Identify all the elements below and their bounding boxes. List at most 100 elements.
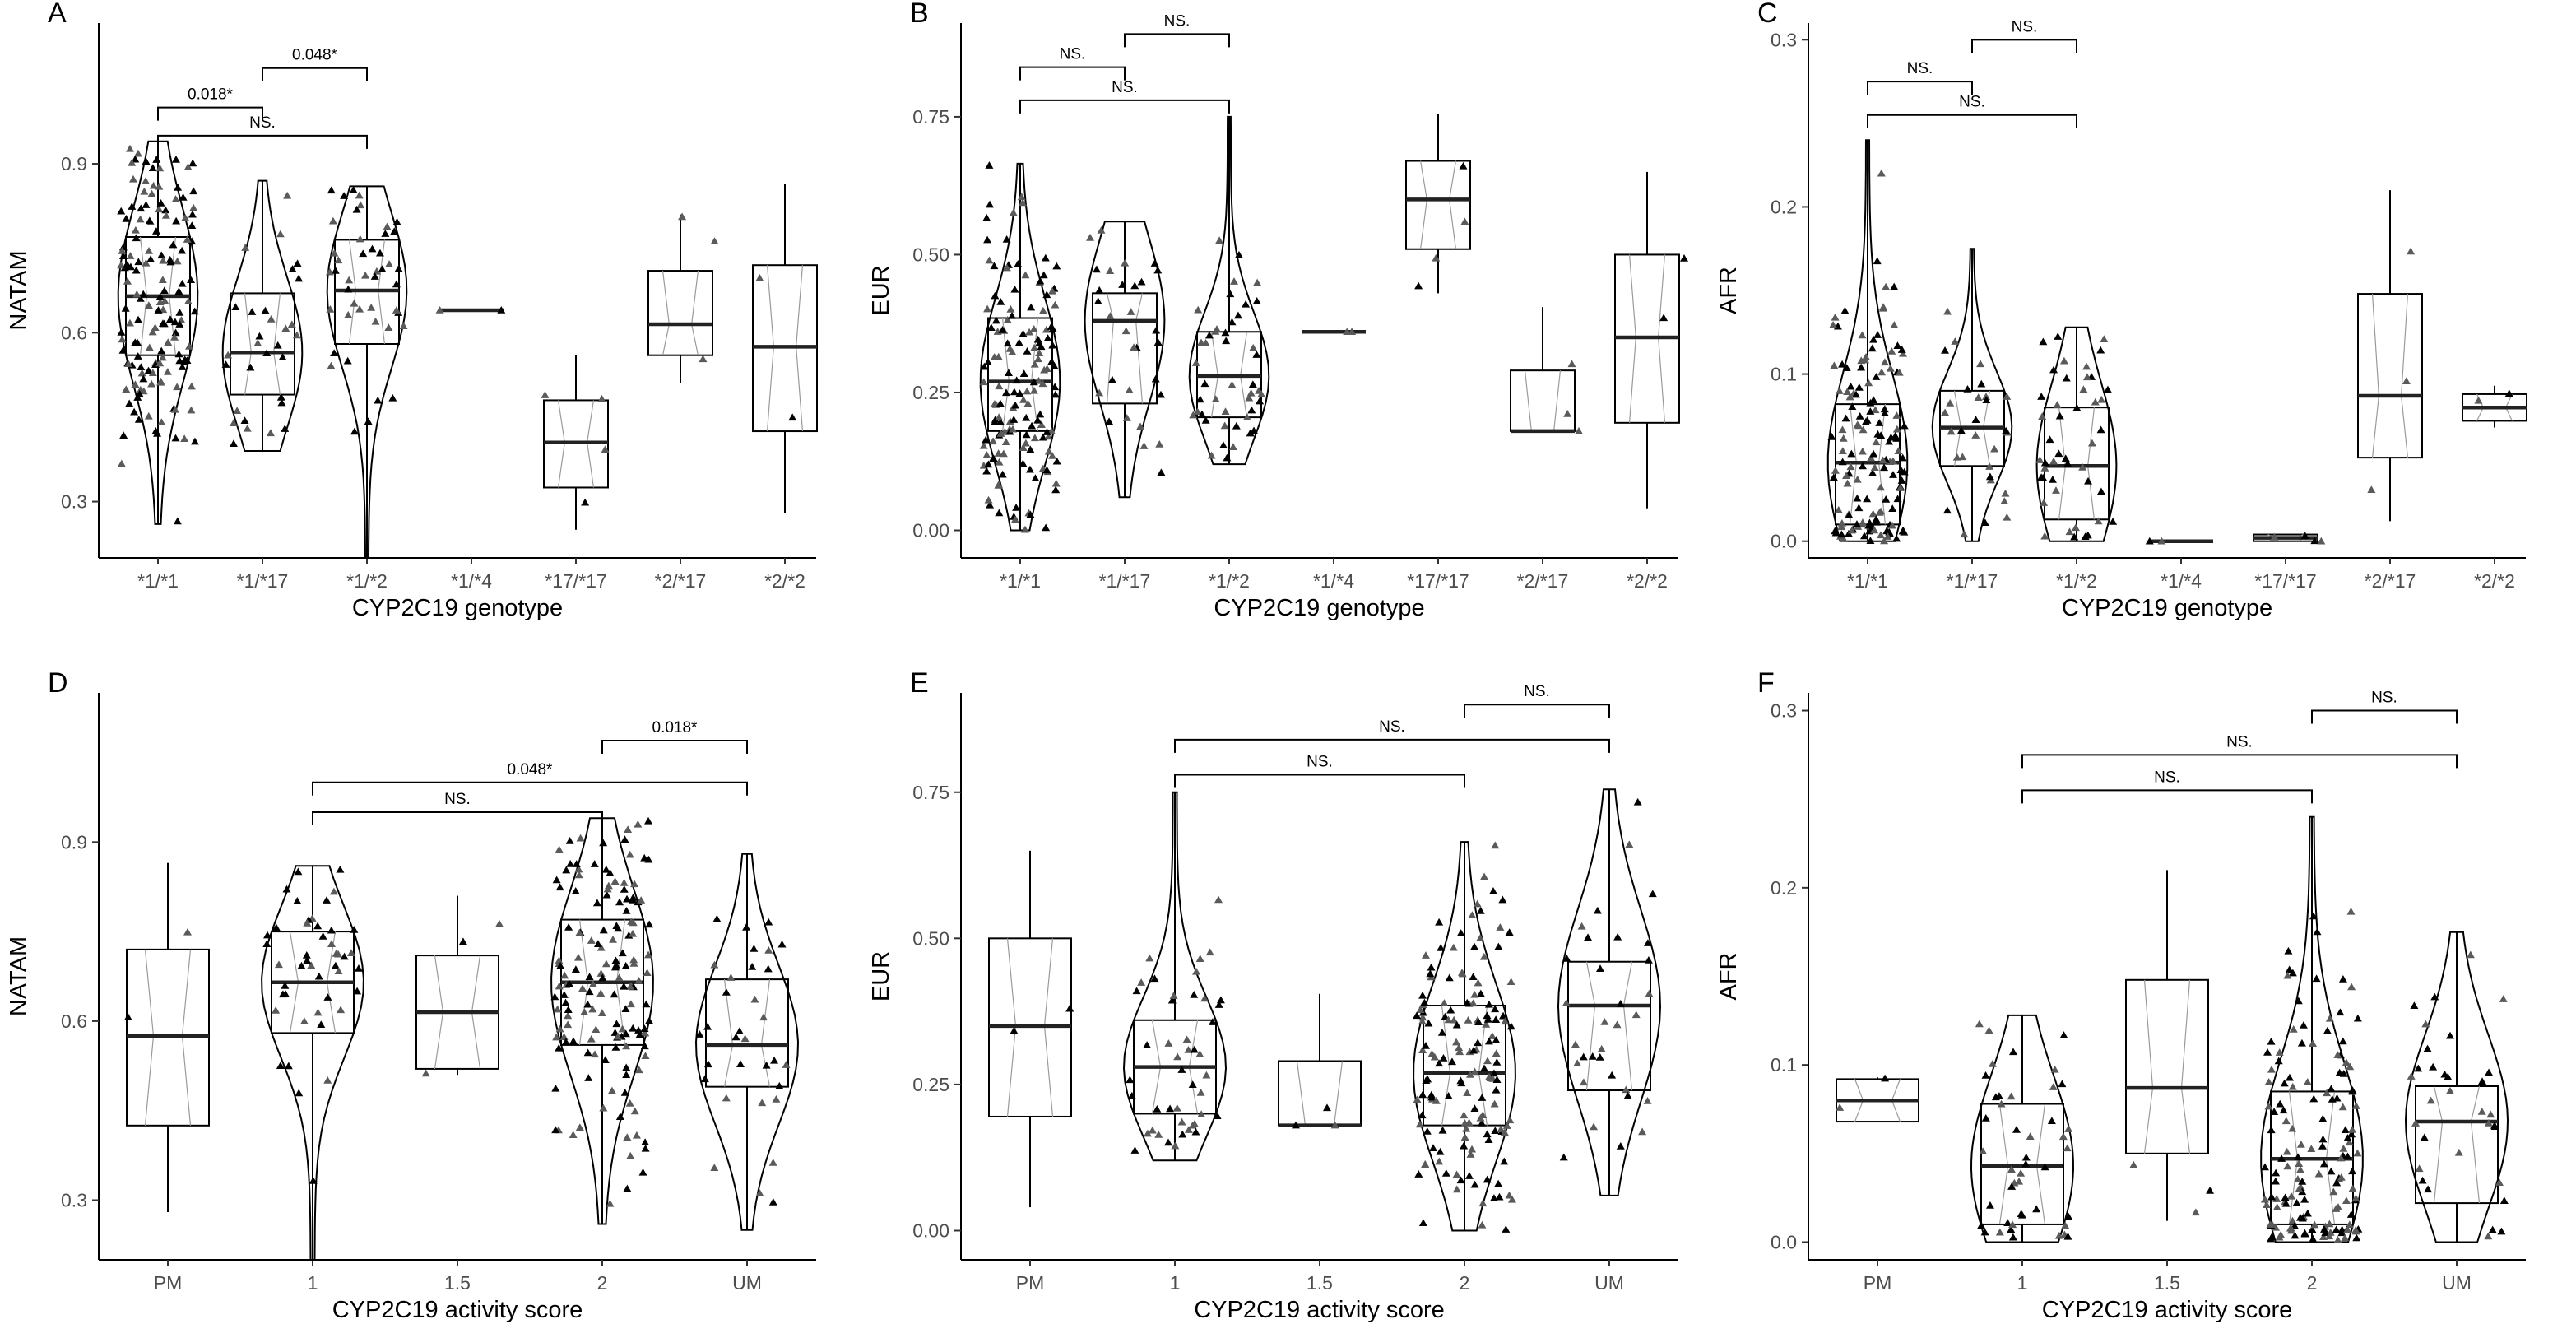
data-point — [2072, 403, 2082, 411]
data-point — [2267, 1192, 2277, 1201]
data-point — [1579, 1078, 1588, 1086]
data-point — [1854, 383, 1864, 391]
data-point — [1452, 1185, 1461, 1193]
data-point — [1484, 1000, 1493, 1008]
data-point — [1432, 1096, 1441, 1104]
data-point — [1048, 341, 1057, 349]
data-point — [1830, 361, 1839, 369]
x-tick-label: *1/*1 — [1847, 570, 1888, 592]
data-point — [712, 914, 722, 922]
data-point — [125, 399, 134, 407]
data-point — [183, 235, 192, 243]
data-point — [2319, 1159, 2328, 1168]
data-point — [374, 396, 383, 404]
data-point — [266, 429, 275, 437]
data-point — [1981, 393, 1990, 401]
data-point — [159, 256, 168, 264]
data-point — [2426, 1096, 2435, 1104]
data-point — [364, 417, 373, 425]
data-point — [1616, 1141, 1625, 1150]
data-point — [982, 435, 991, 444]
data-point — [145, 246, 154, 254]
data-point — [2329, 1187, 2338, 1196]
data-point — [2343, 1134, 2352, 1141]
data-point — [272, 1006, 281, 1014]
data-point — [349, 185, 358, 193]
data-point — [1480, 872, 1489, 880]
data-point — [2055, 411, 2064, 420]
data-point — [281, 981, 290, 989]
data-point — [1979, 1147, 1988, 1154]
data-point — [571, 965, 580, 973]
data-point — [559, 991, 569, 998]
data-point — [1854, 504, 1864, 512]
data-point — [1497, 1125, 1506, 1133]
data-point — [1252, 351, 1261, 358]
data-point — [1418, 1111, 1427, 1119]
data-point — [1421, 951, 1430, 959]
data-point — [1429, 1144, 1438, 1151]
data-point — [740, 1034, 750, 1043]
data-point — [2348, 1086, 2357, 1094]
notch-right — [2470, 1085, 2481, 1204]
data-point — [575, 928, 584, 936]
data-point — [2062, 374, 2071, 382]
data-point — [118, 346, 128, 354]
data-point — [564, 923, 573, 931]
data-point — [1839, 534, 1848, 542]
data-point — [2337, 1154, 2346, 1162]
data-point — [758, 1099, 767, 1107]
data-point — [762, 1061, 771, 1069]
violin-outline — [694, 853, 800, 1231]
data-point — [261, 306, 270, 314]
data-point — [1189, 411, 1198, 419]
data-point — [624, 825, 633, 834]
data-point — [1008, 425, 1017, 433]
data-point — [1019, 444, 1028, 451]
data-point — [2288, 1082, 2297, 1090]
data-point — [2049, 457, 2058, 465]
data-point — [2094, 517, 2103, 525]
data-point — [2347, 983, 2356, 991]
violin-outline — [2404, 931, 2509, 1243]
data-point — [1492, 1015, 1501, 1024]
data-point — [1463, 998, 1472, 1006]
panel-a: A 0.3 0.6 0.9 NATAM *1/*1 *1/*17 *1/*2 *1/*4 *17/… — [6, 0, 818, 621]
y-tick-label: 0.3 — [61, 491, 87, 513]
data-point — [731, 1033, 740, 1041]
x-axis-title: CYP2C19 genotype — [2062, 595, 2272, 621]
data-point — [1613, 1020, 1622, 1029]
x-tick-label: *1/*17 — [1947, 570, 1998, 592]
data-point — [1872, 373, 1881, 380]
data-point — [1001, 438, 1010, 445]
data-point — [2281, 1199, 2291, 1207]
data-point — [1608, 1071, 1617, 1079]
data-point — [764, 945, 773, 954]
data-point — [155, 359, 165, 367]
data-point — [276, 393, 285, 401]
data-point — [585, 973, 594, 980]
data-point — [1958, 453, 1967, 461]
data-point — [131, 380, 140, 388]
x-tick-label: PM — [1016, 1272, 1045, 1294]
box-iqr — [1278, 1060, 1362, 1127]
data-point — [1860, 532, 1869, 540]
data-point — [1505, 1191, 1514, 1199]
data-point — [1253, 278, 1262, 286]
data-point — [1152, 326, 1161, 334]
data-point — [645, 1016, 654, 1024]
data-point — [2328, 1095, 2337, 1103]
data-point — [1852, 520, 1861, 527]
data-point — [2347, 1130, 2356, 1138]
data-point — [1423, 1127, 1432, 1135]
y-tick-label: 0.2 — [1771, 196, 1797, 217]
data-point — [278, 990, 287, 998]
data-point — [597, 1009, 606, 1016]
data-point — [375, 249, 384, 257]
significance-bracket — [157, 106, 263, 121]
data-point — [552, 1033, 561, 1041]
significance-label: NS. — [1060, 46, 1086, 63]
data-point — [742, 922, 751, 931]
data-point — [1042, 290, 1051, 299]
data-point — [565, 837, 574, 844]
